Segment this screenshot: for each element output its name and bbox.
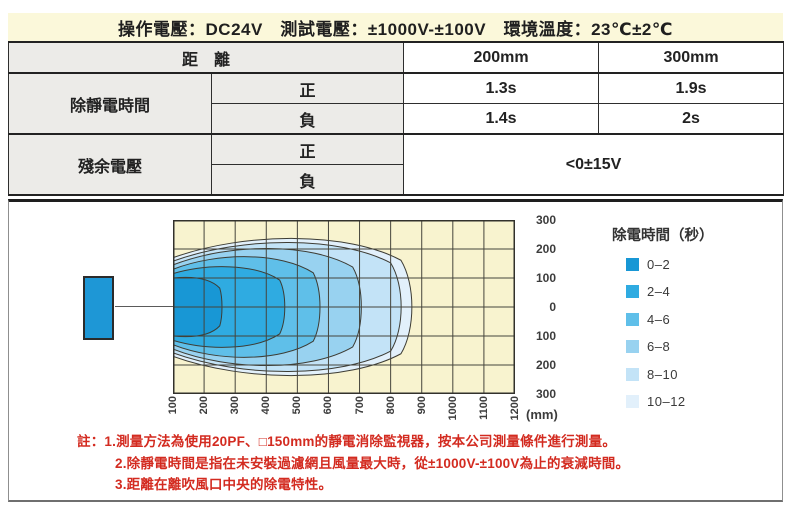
legend-item-label: 6–8 [647, 339, 671, 354]
spec-header-bar: 操作電壓：DC24V 測試電壓：±1000V-±100V 環境溫度：23℃±2℃ [8, 13, 783, 41]
distance-200-cell: 200mm [403, 41, 600, 74]
residual-voltage-label-cell: 殘余電壓 [8, 133, 212, 196]
discharge-time-label-cell: 除靜電時間 [8, 72, 212, 135]
x-axis-unit-label: (mm) [526, 407, 558, 422]
legend-swatch-icon [626, 367, 639, 381]
y-tick-label: 200 [535, 358, 556, 372]
x-tick-label: 600 [322, 396, 335, 415]
legend-swatch-icon [626, 312, 639, 326]
x-tick-label: 900 [415, 396, 428, 415]
x-tick-label: 200 [198, 396, 211, 415]
table-row-residual-neg: 負 [9, 164, 784, 196]
contour-plot-area [173, 220, 515, 394]
legend-item: 6–8 [612, 339, 777, 354]
legend-item-label: 2–4 [647, 284, 671, 299]
legend-item: 0–2 [612, 256, 777, 272]
residual-pos-label-cell: 正 [210, 133, 405, 165]
notes-block: 註：1.測量方法為使用20PF、□150mm的靜電消除監視器，按本公司測量條件進… [77, 431, 777, 496]
table-row-discharge-pos: 除靜電時間 正 1.3s 1.9s [8, 72, 785, 135]
note-line-2: 2.除靜電時間是指在未安裝過濾網且風量最大時，從±1000V-±100V為止的衰… [115, 455, 630, 471]
discharge-neg-label-cell: 負 [210, 103, 405, 135]
table-row-discharge-neg: 負 1.4s 2s [9, 103, 785, 135]
y-tick-label: 300 [535, 213, 556, 227]
legend-title: 除電時間（秒） [612, 228, 714, 244]
plot-border [173, 220, 515, 394]
x-tick-label: 1100 [477, 396, 490, 420]
legend-item: 10–12 [612, 394, 777, 409]
y-tick-label: 200 [535, 242, 556, 256]
table-row-distance: 距 離 200mm 300mm [7, 41, 785, 74]
legend-swatch-icon [626, 395, 639, 408]
legend-swatch-icon [626, 340, 639, 353]
legend-item: 8–10 [612, 366, 777, 382]
legend: 除電時間（秒） 0–2 2–4 4–6 6–8 8–10 10–12 [612, 224, 777, 422]
spec-table: 距 離 200mm 300mm 除靜電時間 正 1.3s 1.9s 負 1.4s… [7, 41, 785, 196]
legend-items: 0–2 2–4 4–6 6–8 8–10 10–12 [612, 257, 777, 409]
distance-label-cell: 距 離 [7, 41, 405, 74]
y-tick-label: 300 [535, 387, 556, 401]
discharge-neg-200-cell: 1.4s [403, 103, 600, 135]
discharge-characteristic-panel: 300 200 100 0 100 200 300 100 200 300 400 500 600 70… [8, 199, 783, 502]
discharge-pos-300-cell: 1.9s [598, 72, 785, 104]
legend-swatch-icon [626, 285, 639, 298]
x-tick-label: 800 [384, 396, 397, 415]
table-row-residual-pos: 殘余電壓 正 <0±15V [8, 133, 785, 196]
note-prefix: 註： [77, 434, 105, 449]
spec-header-text: 操作電壓：DC24V 測試電壓：±1000V-±100V 環境溫度：23℃±2℃ [118, 19, 673, 39]
x-tick-label: 700 [353, 396, 366, 415]
y-tick-label: 100 [535, 329, 556, 343]
discharge-pos-label-cell: 正 [210, 72, 405, 104]
legend-item: 4–6 [612, 311, 777, 327]
ionizer-device-rect [83, 276, 114, 340]
note-line-1: 註：1.測量方法為使用20PF、□150mm的靜電消除監視器，按本公司測量條件進… [77, 431, 777, 453]
x-tick-label: 1200 [509, 396, 521, 421]
device-connector-line [115, 306, 173, 307]
discharge-contour-chart [173, 220, 515, 394]
discharge-pos-200-cell: 1.3s [403, 72, 600, 104]
legend-item-label: 8–10 [647, 366, 678, 382]
x-tick-label: 100 [167, 396, 179, 415]
y-tick-label: 0 [549, 300, 556, 314]
legend-item: 2–4 [612, 284, 777, 299]
residual-neg-label-cell: 負 [210, 164, 405, 196]
legend-item-label: 4–6 [647, 311, 671, 327]
legend-swatch-icon [626, 257, 639, 271]
x-tick-label: 300 [229, 396, 242, 415]
note-text-1: 1.測量方法為使用20PF、□150mm的靜電消除監視器，按本公司測量條件進行測… [104, 434, 617, 449]
note-line-3: 3.距離在離吹風口中央的除電特性。 [115, 477, 333, 492]
residual-voltage-value-cell: <0±15V [403, 133, 785, 196]
x-tick-label: 500 [291, 396, 304, 415]
x-tick-label: 400 [260, 396, 273, 415]
discharge-neg-300-cell: 2s [598, 103, 785, 135]
y-tick-label: 100 [535, 271, 556, 285]
legend-item-label: 0–2 [647, 256, 671, 272]
x-tick-label: 1000 [446, 396, 459, 421]
legend-item-label: 10–12 [647, 394, 686, 409]
distance-300-cell: 300mm [598, 41, 785, 74]
